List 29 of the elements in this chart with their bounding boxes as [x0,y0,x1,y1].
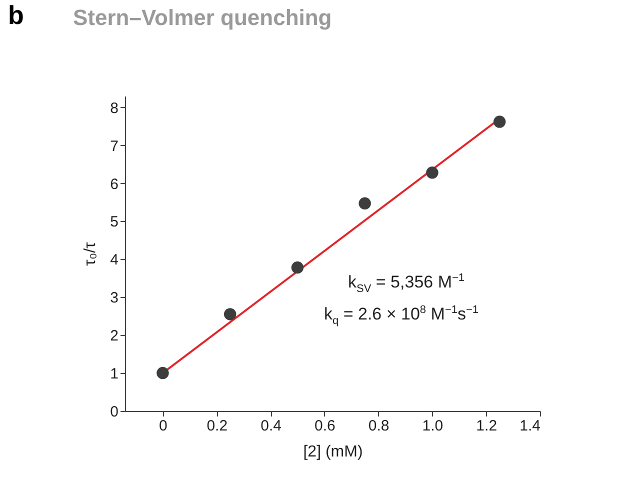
y-tick-label: 0 [110,404,118,420]
y-tick-label: 5 [110,214,118,231]
annotation: k$_{SV}$ = 5,356 M$^{−1}$ [348,272,465,296]
x-tick-label: 0 [159,418,168,434]
x-tick-label: 1.2 [476,418,498,434]
x-tick-label: 0.2 [206,418,228,434]
y-tick-label: 7 [110,138,118,155]
annotation: k$_{q}$ = 2.6 × 10$^{8}$ M$^{−1}$s$^{−1}$ [324,304,479,328]
point [493,116,506,128]
y-axis-title: τ₀/τ [82,241,100,266]
x-tick-label: 0.8 [368,418,390,434]
x-tick-label: 1.0 [422,418,444,434]
point [224,308,236,320]
chart-title: Stern–Volmer quenching [73,5,332,30]
y-tick-label: 6 [110,176,118,193]
point [358,197,371,210]
y-tick-label: 3 [110,290,118,307]
x-tick-label: 0.4 [260,418,282,434]
text: b [8,0,24,31]
point [291,261,304,274]
point [426,166,438,179]
y-tick-label: 2 [110,328,118,345]
x-axis-title: [2] (mM) [303,444,363,460]
point [156,366,169,380]
y-tick-label: 8 [110,100,118,117]
y-tick-label: 4 [110,252,118,269]
y-tick-label: 1 [110,366,118,383]
x-tick-label: 0.6 [314,418,336,434]
x-tick-label: 1.4 [520,418,540,434]
